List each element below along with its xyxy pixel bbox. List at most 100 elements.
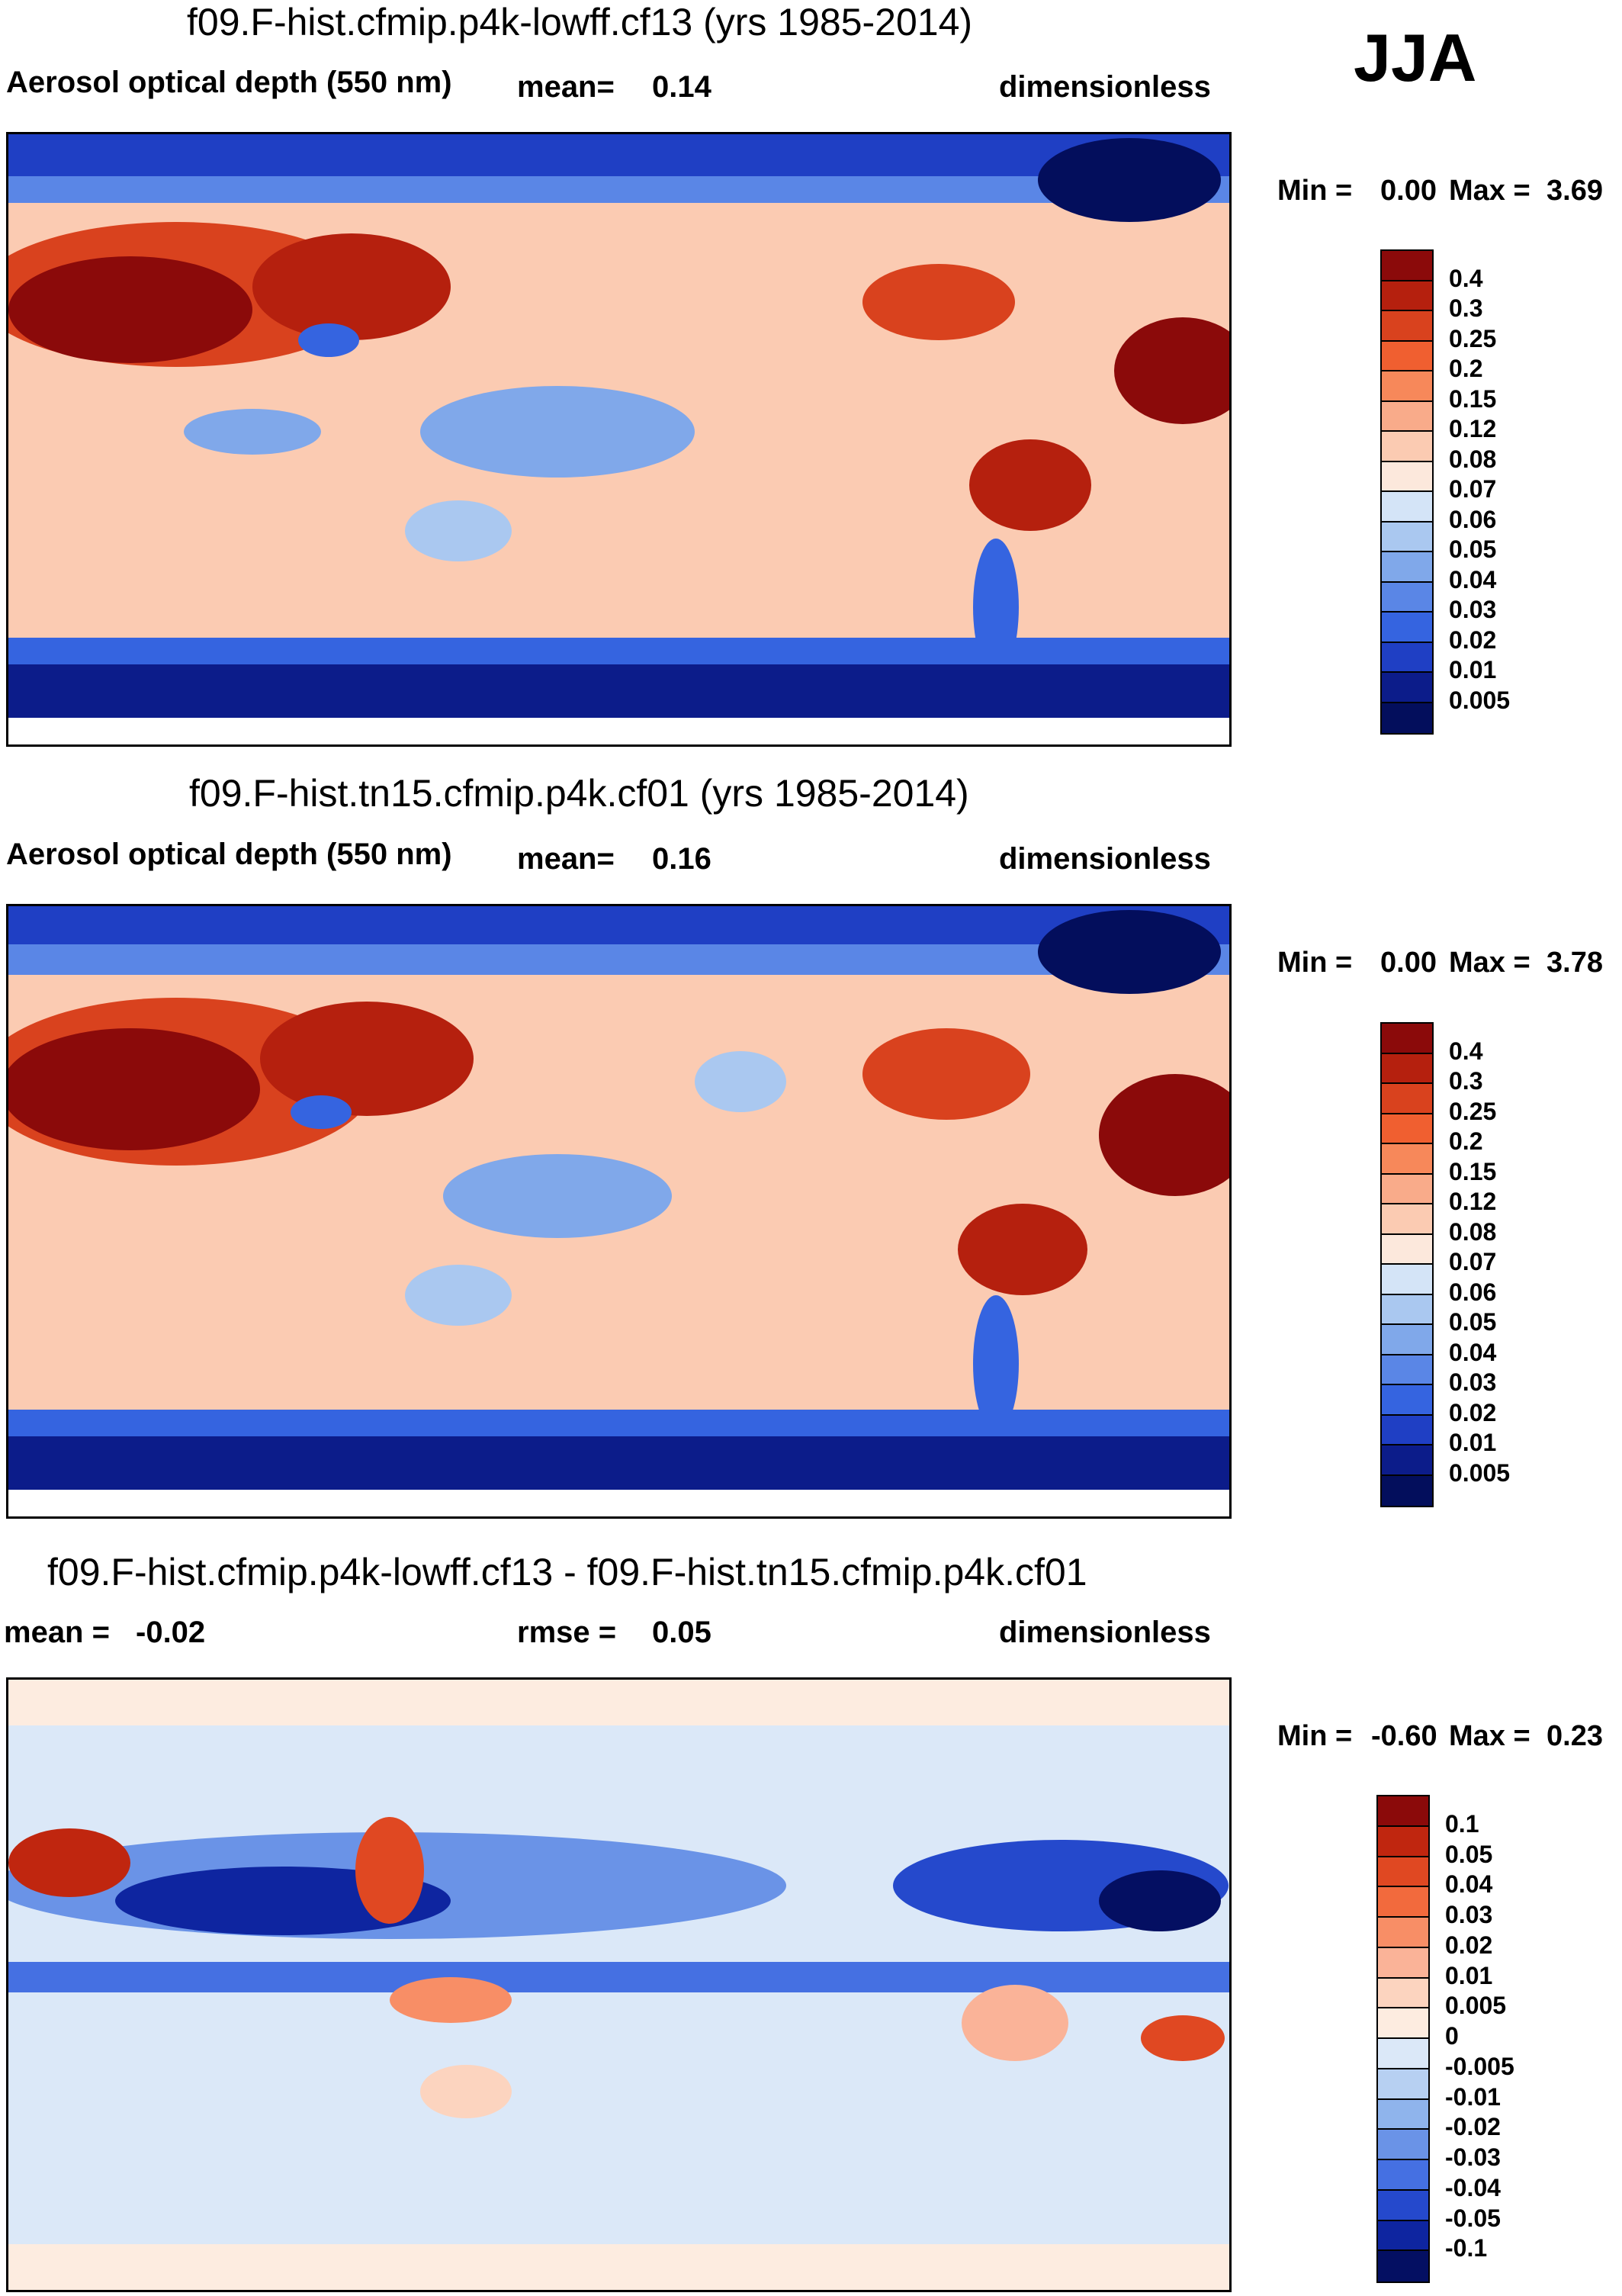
colorbar-label: 0.07 [1449,475,1497,503]
colorbar-swatch [1382,582,1432,613]
panel3-min-label: Min = [1277,1720,1353,1752]
panel2-colorbar [1380,1022,1434,1507]
panel2-map [6,904,1232,1519]
china-high [355,1817,424,1924]
colorbar-swatch [1382,311,1432,342]
colorbar-swatch [1382,1053,1432,1084]
north-pacific-low [695,1051,786,1112]
southern-band-2 [8,1436,1229,1490]
us-east-high [862,264,1015,340]
colorbar-label: 0.3 [1449,1067,1483,1095]
panel3-max-value: 0.23 [1547,1720,1603,1752]
colorbar-label: 0.005 [1445,1992,1507,2020]
colorbar-label: 0.01 [1445,1961,1493,1989]
colorbar-label: 0.4 [1449,1037,1483,1065]
panel2-map-field [8,906,1229,1516]
colorbar-swatch [1382,281,1432,311]
panel1-variable: Aerosol optical depth (550 nm) [6,66,452,99]
colorbar-label: 0.25 [1449,324,1497,352]
colorbar-label: 0.12 [1449,1188,1497,1215]
colorbar-label: 0.04 [1445,1870,1493,1899]
southern-band-1 [8,1410,1229,1436]
maritime-high [390,1977,512,2023]
panel1-colorbar-labels: 0.4 0.3 0.25 0.2 0.15 0.12 0.08 0.07 0.06 0.05 0.0… [1449,249,1556,735]
colorbar-label: 0.08 [1449,445,1497,473]
australia-low [405,500,512,561]
panel2-min-label: Min = [1277,947,1353,979]
colorbar-swatch [1382,1204,1432,1235]
colorbar-label: 0.03 [1445,1901,1493,1928]
southern-band-1 [8,638,1229,664]
colorbar-swatch [1382,1174,1432,1204]
colorbar-swatch [1382,1024,1432,1054]
panel2-variable: Aerosol optical depth (550 nm) [6,838,452,871]
panel1-mean-value: 0.14 [652,70,711,104]
south-atlantic-high [1141,2015,1225,2061]
colorbar-label: 0.01 [1449,656,1497,683]
colorbar-swatch [1382,371,1432,402]
colorbar-swatch [1378,2190,1428,2221]
colorbar-label: 0.3 [1449,294,1483,322]
colorbar-swatch [1382,341,1432,371]
antarctic-missing [8,718,1229,744]
colorbar-label: 0.4 [1449,264,1483,292]
colorbar-swatch [1378,1947,1428,1979]
colorbar-label: -0.04 [1445,2173,1501,2201]
panel1-mean-label: mean= [517,70,615,104]
panel1-map-field [8,134,1229,744]
arctic-band-edge [8,176,1229,203]
panel3-mean-label: mean = [4,1616,110,1649]
colorbar-swatch [1382,673,1432,703]
colorbar-swatch [1382,1265,1432,1295]
panel2-title: f09.F-hist.tn15.cfmip.p4k.cf01 (yrs 1985… [189,772,969,815]
colorbar-swatch [1382,703,1432,733]
panel3-colorbar-labels: 0.1 0.05 0.04 0.03 0.02 0.01 0.005 0 -0.005 -0.01… [1445,1795,1559,2283]
colorbar-label: 0.03 [1449,596,1497,623]
australia-high [420,2065,512,2118]
colorbar-swatch [1382,1114,1432,1144]
panel3-colorbar [1376,1795,1430,2283]
colorbar-label: 0.06 [1449,505,1497,533]
colorbar-swatch [1378,2069,1428,2100]
colorbar-swatch [1378,2099,1428,2130]
colorbar-label: 0.04 [1449,1338,1497,1366]
panel3-min-value: -0.60 [1371,1720,1437,1752]
colorbar-label: 0.05 [1449,1308,1497,1336]
colorbar-swatch [1378,2039,1428,2069]
colorbar-swatch [1378,2220,1428,2252]
panel3-max-label: Max = [1449,1720,1530,1752]
colorbar-swatch [1382,1234,1432,1265]
panel3-rmse-label: rmse = [517,1616,617,1649]
andes-low [973,1295,1019,1433]
colorbar-label: 0.05 [1449,535,1497,563]
colorbar-label: 0.005 [1449,1458,1511,1487]
greenland-low [1038,138,1221,222]
panel2-max-value: 3.78 [1547,947,1603,979]
colorbar-label: -0.05 [1445,2204,1501,2232]
colorbar-swatch [1378,1918,1428,1948]
colorbar-swatch [1378,1887,1428,1918]
colorbar-label: 0.15 [1449,1157,1497,1185]
colorbar-label: 0.15 [1449,384,1497,413]
atlantic-core-low [1099,1870,1221,1931]
season-label: JJA [1354,20,1477,95]
colorbar-label: 0.02 [1445,1931,1493,1959]
colorbar-swatch [1382,1325,1432,1355]
panel2-min-value: 0.00 [1380,947,1437,979]
colorbar-label: -0.02 [1445,2113,1501,2141]
colorbar-label: 0.005 [1449,686,1511,714]
atlantic-dust [1099,1074,1229,1196]
antarctic-band [8,2244,1229,2290]
colorbar-swatch [1378,1796,1428,1827]
colorbar-label: 0.01 [1449,1429,1497,1456]
colorbar-swatch [1382,1084,1432,1114]
colorbar-swatch [1382,613,1432,643]
colorbar-swatch [1378,1826,1428,1857]
colorbar-label: 0.02 [1449,625,1497,654]
colorbar-label: 0.07 [1449,1248,1497,1275]
colorbar-swatch [1382,401,1432,432]
colorbar-label: 0 [1445,2022,1459,2050]
panel1-title: f09.F-hist.cfmip.p4k-lowff.cf13 (yrs 198… [187,1,973,43]
arctic-band-edge [8,944,1229,975]
southern-band-2 [8,664,1229,718]
